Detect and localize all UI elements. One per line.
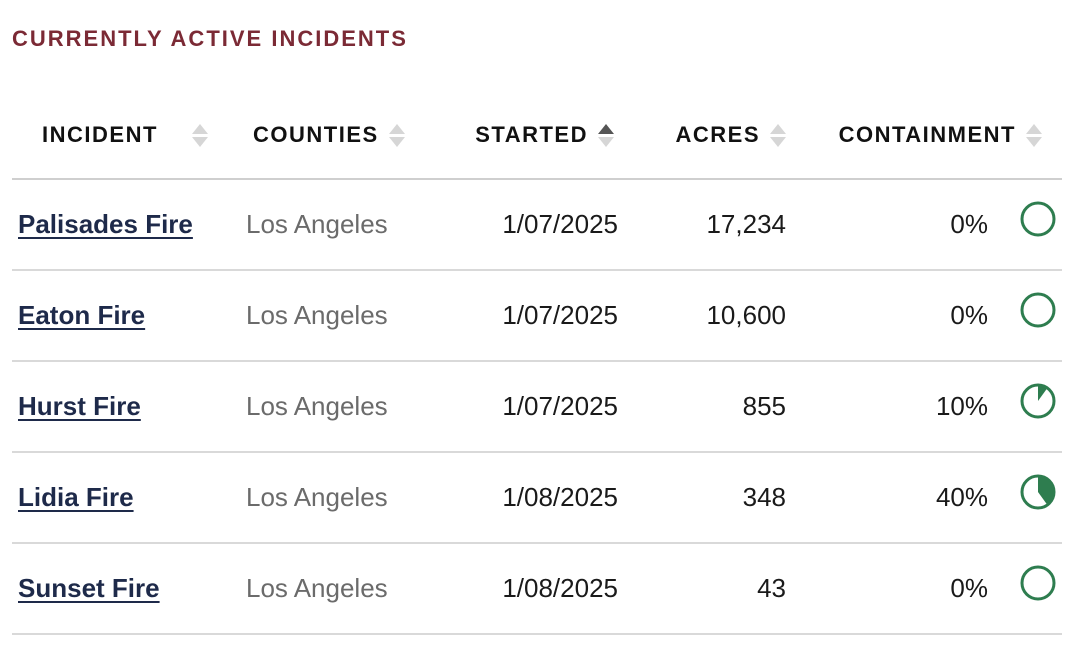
acres-cell: 17,234 bbox=[628, 179, 790, 271]
acres-cell: 348 bbox=[628, 452, 790, 544]
sort-ascending-icon bbox=[192, 123, 208, 134]
column-header-containment[interactable]: CONTAINMENT bbox=[790, 92, 1062, 180]
counties-cell: Los Angeles bbox=[232, 179, 418, 271]
containment-cell: 0% bbox=[790, 270, 1062, 362]
containment-pie-ring bbox=[1020, 565, 1056, 600]
incident-link[interactable]: Hurst Fire bbox=[18, 391, 141, 421]
containment-percent: 0% bbox=[950, 300, 988, 330]
table-row: Hurst Fire Los Angeles 1/07/2025 855 10% bbox=[12, 361, 1062, 453]
containment-pie-ring bbox=[1020, 292, 1056, 327]
sort-ascending-icon bbox=[770, 123, 786, 134]
containment-percent: 0% bbox=[950, 573, 988, 603]
counties-cell: Los Angeles bbox=[232, 452, 418, 544]
acres-cell: 855 bbox=[628, 361, 790, 453]
sort-descending-icon bbox=[1026, 136, 1042, 147]
started-cell: 1/07/2025 bbox=[418, 270, 628, 362]
incident-link[interactable]: Eaton Fire bbox=[18, 300, 146, 330]
column-label-acres: ACRES bbox=[675, 122, 760, 147]
acres-cell: 43 bbox=[628, 543, 790, 635]
incident-link[interactable]: Sunset Fire bbox=[18, 573, 160, 603]
incident-cell: Palisades Fire bbox=[12, 179, 232, 271]
column-label-incident: INCIDENT bbox=[42, 122, 158, 147]
incident-cell: Lidia Fire bbox=[12, 452, 232, 544]
counties-cell: Los Angeles bbox=[232, 543, 418, 635]
column-header-counties[interactable]: COUNTIES bbox=[232, 92, 418, 180]
column-label-started: STARTED bbox=[475, 122, 588, 147]
containment-pie-ring bbox=[1020, 383, 1056, 418]
table-body: Palisades Fire Los Angeles 1/07/2025 17,… bbox=[12, 179, 1062, 635]
sort-icon[interactable] bbox=[598, 123, 614, 147]
incident-cell: Sunset Fire bbox=[12, 543, 232, 635]
containment-pie-fill bbox=[1038, 384, 1048, 401]
column-label-containment: CONTAINMENT bbox=[838, 122, 1016, 147]
sort-descending-icon bbox=[598, 136, 614, 147]
containment-pie-ring bbox=[1020, 474, 1056, 509]
table-row: Lidia Fire Los Angeles 1/08/2025 348 40% bbox=[12, 452, 1062, 544]
containment-cell: 0% bbox=[790, 179, 1062, 271]
incident-link[interactable]: Lidia Fire bbox=[18, 482, 134, 512]
started-cell: 1/08/2025 bbox=[418, 452, 628, 544]
sort-ascending-icon bbox=[1026, 123, 1042, 134]
containment-percent: 10% bbox=[935, 391, 988, 421]
containment-cell: 10% bbox=[790, 361, 1062, 453]
containment-pie-icon bbox=[1020, 474, 1056, 509]
sort-descending-icon bbox=[770, 136, 786, 147]
sort-ascending-active-icon bbox=[598, 123, 614, 134]
section-title: CURRENTLY ACTIVE INCIDENTS bbox=[12, 26, 408, 51]
containment-pie-icon bbox=[1020, 201, 1056, 236]
containment-percent: 0% bbox=[950, 209, 988, 239]
sort-descending-icon bbox=[388, 136, 405, 147]
sort-ascending-icon bbox=[388, 123, 405, 134]
sort-icon[interactable] bbox=[770, 123, 786, 147]
incident-cell: Eaton Fire bbox=[12, 270, 232, 362]
incident-link[interactable]: Palisades Fire bbox=[18, 209, 193, 239]
containment-pie-icon bbox=[1020, 383, 1056, 418]
started-cell: 1/07/2025 bbox=[418, 179, 628, 271]
started-cell: 1/08/2025 bbox=[418, 543, 628, 635]
containment-pie-icon bbox=[1020, 565, 1056, 600]
containment-percent: 40% bbox=[935, 482, 988, 512]
incidents-table: INCIDENT COUNTIES ST bbox=[12, 92, 1062, 635]
sort-icon[interactable] bbox=[388, 123, 405, 147]
sort-icon[interactable] bbox=[192, 123, 208, 147]
table-header: INCIDENT COUNTIES ST bbox=[12, 92, 1062, 180]
column-header-started[interactable]: STARTED bbox=[418, 92, 628, 180]
containment-pie-ring bbox=[1020, 201, 1056, 236]
started-cell: 1/07/2025 bbox=[418, 361, 628, 453]
column-header-incident[interactable]: INCIDENT bbox=[12, 92, 232, 180]
containment-pie-icon bbox=[1020, 292, 1056, 327]
table-row: Eaton Fire Los Angeles 1/07/2025 10,600 … bbox=[12, 270, 1062, 362]
table-row: Sunset Fire Los Angeles 1/08/2025 43 0% bbox=[12, 543, 1062, 635]
incident-cell: Hurst Fire bbox=[12, 361, 232, 453]
containment-cell: 0% bbox=[790, 543, 1062, 635]
column-header-acres[interactable]: ACRES bbox=[628, 92, 790, 180]
sort-icon[interactable] bbox=[1026, 123, 1042, 147]
sort-descending-icon bbox=[192, 136, 208, 147]
counties-cell: Los Angeles bbox=[232, 361, 418, 453]
acres-cell: 10,600 bbox=[628, 270, 790, 362]
column-label-counties: COUNTIES bbox=[253, 122, 379, 147]
table-row: Palisades Fire Los Angeles 1/07/2025 17,… bbox=[12, 179, 1062, 271]
header-row: INCIDENT COUNTIES ST bbox=[12, 92, 1062, 180]
counties-cell: Los Angeles bbox=[232, 270, 418, 362]
containment-cell: 40% bbox=[790, 452, 1062, 544]
